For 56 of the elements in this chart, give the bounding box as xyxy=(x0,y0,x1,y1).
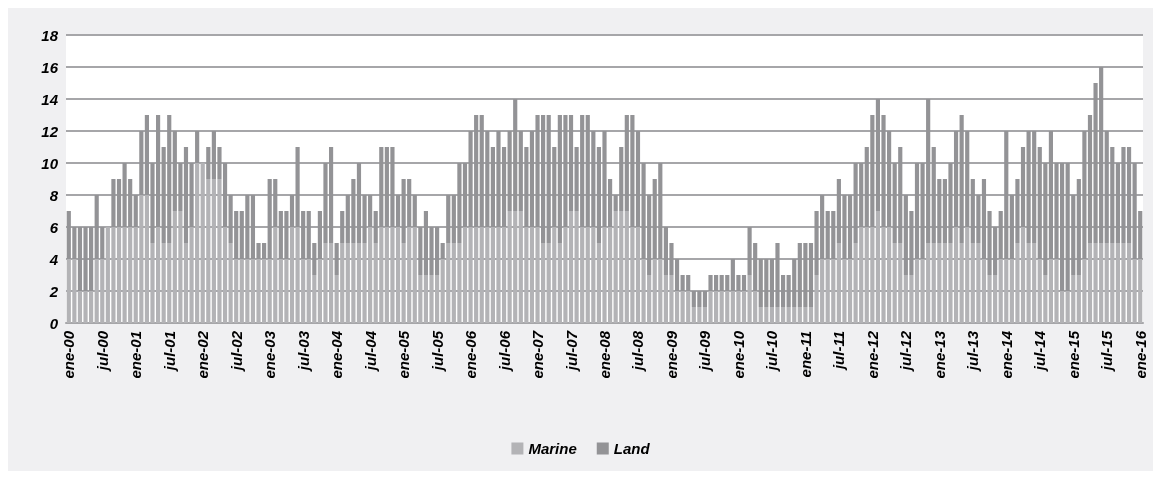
x-tick-label: jul-05 xyxy=(428,330,446,373)
y-tick-label: 2 xyxy=(48,282,59,300)
y-tick-label: 12 xyxy=(41,122,59,140)
x-tick-label: ene-06 xyxy=(462,330,480,379)
x-tick-label: jul-04 xyxy=(361,330,379,373)
y-tick-label: 6 xyxy=(49,218,59,236)
bar xyxy=(195,131,200,163)
bar xyxy=(418,227,423,275)
x-tick-label: ene-11 xyxy=(796,331,814,378)
y-tick-label: 14 xyxy=(41,90,59,108)
bar xyxy=(440,243,445,259)
x-tick-label: jul-09 xyxy=(696,330,714,373)
y-tick-label: 8 xyxy=(49,186,59,204)
x-tick-label: jul-15 xyxy=(1098,330,1116,373)
bar xyxy=(206,147,211,179)
x-tick-label: jul-06 xyxy=(495,330,513,373)
x-tick-label: ene-13 xyxy=(930,330,948,379)
bar xyxy=(702,291,708,307)
x-tick-label: ene-00 xyxy=(60,330,78,379)
y-tick-label: 16 xyxy=(41,58,59,76)
bar xyxy=(139,131,144,195)
y-tick-label: 10 xyxy=(41,154,59,172)
legend-label: Marine xyxy=(528,440,577,457)
x-tick-label: ene-08 xyxy=(596,330,613,379)
x-tick-label: jul-08 xyxy=(629,330,647,373)
y-tick-label: 4 xyxy=(48,250,59,268)
x-tick-label: jul-02 xyxy=(227,330,245,373)
bar xyxy=(340,211,345,243)
bar xyxy=(334,243,339,275)
x-tick-label: ene-14 xyxy=(997,330,1015,379)
x-tick-label: ene-02 xyxy=(194,330,212,379)
x-tick-label: ene-04 xyxy=(328,330,346,379)
x-tick-label: ene-12 xyxy=(863,330,881,379)
x-tick-label: ene-09 xyxy=(662,330,680,379)
bar xyxy=(412,195,417,227)
x-tick-label: jul-14 xyxy=(1031,330,1049,373)
bar xyxy=(446,195,451,243)
x-tick-label: jul-03 xyxy=(294,330,312,373)
x-tick-label: jul-13 xyxy=(964,330,982,373)
x-tick-label: ene-07 xyxy=(529,330,547,379)
x-tick-label: jul-10 xyxy=(763,330,781,373)
x-tick-label: jul-11 xyxy=(830,331,848,372)
y-tick-label: 0 xyxy=(49,314,59,332)
x-tick-label: jul-12 xyxy=(897,330,915,373)
x-tick-label: ene-03 xyxy=(261,330,279,379)
x-tick-label: jul-01 xyxy=(160,331,178,373)
legend-label: Land xyxy=(613,440,651,457)
x-tick-label: ene-16 xyxy=(1131,330,1149,379)
x-tick-label: jul-00 xyxy=(93,330,111,373)
x-tick-label: ene-01 xyxy=(127,331,145,379)
bar xyxy=(133,195,138,227)
x-tick-label: jul-07 xyxy=(562,330,580,373)
x-tick-label: ene-10 xyxy=(729,330,747,379)
x-tick-label: ene-05 xyxy=(395,330,413,379)
y-tick-label: 18 xyxy=(41,26,59,44)
x-tick-label: ene-15 xyxy=(1064,330,1082,379)
